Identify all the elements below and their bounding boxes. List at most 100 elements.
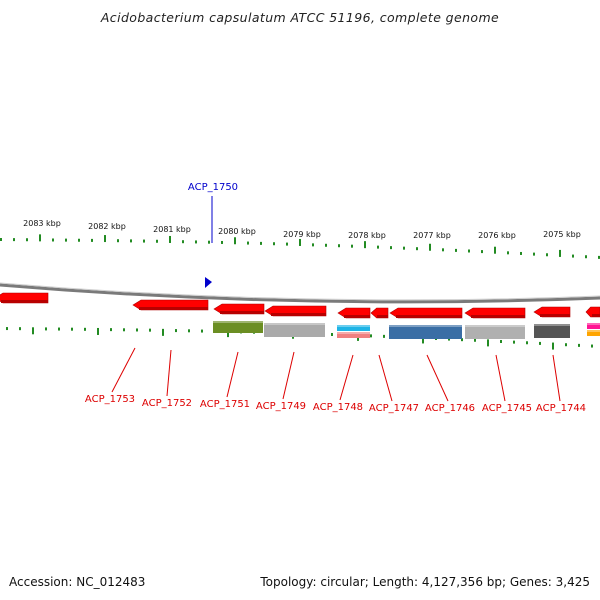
upper-tick-track [0, 234, 600, 259]
lower-tick [227, 330, 229, 338]
lower-tick [474, 338, 476, 342]
upper-tick [455, 248, 457, 252]
upper-tick [143, 239, 145, 243]
reverse-gene-shade [344, 315, 370, 318]
lower-tick [71, 327, 73, 331]
lower-tick [513, 340, 515, 344]
upper-tick [130, 239, 132, 243]
reverse-gene-shade [220, 311, 264, 314]
upper-tick [65, 238, 67, 242]
topology-text: Topology: circular; Length: 4,127,356 bp… [260, 575, 590, 589]
gene-track [0, 277, 600, 319]
label-leader-line [166, 349, 172, 397]
upper-tick [156, 239, 158, 243]
gene-label: ACP_1749 [256, 401, 306, 412]
upper-tick [195, 240, 197, 244]
lower-tick [123, 328, 125, 332]
upper-tick [585, 255, 587, 259]
upper-tick [286, 242, 288, 246]
lower-tick [110, 328, 112, 332]
lower-tick [188, 329, 190, 333]
lower-tick [487, 339, 489, 347]
upper-tick [468, 249, 470, 253]
gene-label: ACP_1753 [85, 394, 135, 405]
upper-tick [104, 235, 106, 243]
feature-box-gloss [264, 323, 325, 325]
upper-tick [312, 243, 314, 247]
upper-tick [520, 251, 522, 255]
scale-label: 2077 kbp [413, 231, 451, 240]
kbp-scale: 2083 kbp 2082 kbp 2081 kbp 2080 kbp 2079 kbp… [23, 219, 581, 240]
upper-tick [26, 238, 28, 242]
feature-box-gloss [465, 325, 525, 327]
upper-tick [91, 238, 93, 242]
gene-label: ACP_1752 [142, 398, 192, 409]
upper-tick [364, 241, 366, 249]
lower-tick [97, 327, 99, 335]
lower-tick [45, 327, 47, 331]
upper-tick [533, 252, 535, 256]
lower-tick [578, 343, 580, 347]
lower-tick [539, 341, 541, 345]
upper-tick [169, 235, 171, 243]
reverse-gene-shade [271, 313, 326, 316]
upper-tick [247, 241, 249, 245]
upper-tick [416, 247, 418, 251]
feature-box [213, 321, 263, 333]
reverse-gene-shade [540, 314, 570, 317]
lower-tick [383, 334, 385, 338]
gene-label: ACP_1744 [536, 403, 586, 414]
lower-tick [331, 332, 333, 336]
scale-label: 2078 kbp [348, 231, 386, 240]
upper-tick [429, 243, 431, 251]
upper-tick [377, 245, 379, 249]
upper-tick [234, 237, 236, 245]
reverse-gene-shade [592, 314, 600, 317]
feature-box-gloss [587, 330, 600, 332]
lower-tick [149, 328, 151, 332]
feature-box-gloss [337, 332, 370, 334]
upper-tick [13, 238, 15, 242]
upper-tick [403, 246, 405, 250]
lower-tick [591, 344, 593, 348]
map-title: Acidobacterium capsulatum ATCC 51196, co… [100, 10, 500, 25]
feature-box [587, 323, 600, 329]
feature-box [337, 325, 370, 331]
lower-tick [500, 340, 502, 343]
gene-label: ACP_1751 [200, 399, 250, 410]
upper-tick [117, 239, 119, 243]
feature-box [337, 332, 370, 338]
upper-tick [325, 243, 327, 247]
lower-tick [6, 327, 8, 331]
reverse-gene-shade [377, 315, 388, 318]
feature-box [534, 324, 570, 338]
upper-tick [338, 244, 340, 248]
upper-tick [0, 238, 2, 241]
feature-box-gloss [389, 325, 462, 327]
upper-tick [78, 238, 80, 242]
gene-labels: ACP_1750 ACP_1753 ACP_1752 ACP_1751 ACP_1749… [85, 182, 586, 414]
label-leader-line [282, 351, 295, 400]
lower-tick [162, 328, 164, 336]
reverse-gene-shade [471, 315, 525, 318]
lower-tick [175, 329, 177, 333]
upper-tick [572, 254, 574, 258]
feature-box [389, 325, 462, 339]
upper-tick [182, 240, 184, 244]
feature-box [465, 325, 525, 339]
label-leader-line [378, 354, 393, 402]
feature-track [213, 321, 600, 339]
feature-box-gloss [337, 325, 370, 327]
feature-box-gloss [213, 321, 263, 323]
upper-tick [481, 250, 483, 254]
feature-box-gloss [587, 323, 600, 325]
feature-box [587, 330, 600, 336]
upper-tick [494, 246, 496, 254]
lower-tick [552, 342, 554, 350]
upper-tick [559, 249, 561, 257]
label-leader-line [552, 354, 561, 402]
upper-tick [442, 248, 444, 252]
scale-label: 2081 kbp [153, 225, 191, 234]
upper-tick [52, 238, 54, 242]
